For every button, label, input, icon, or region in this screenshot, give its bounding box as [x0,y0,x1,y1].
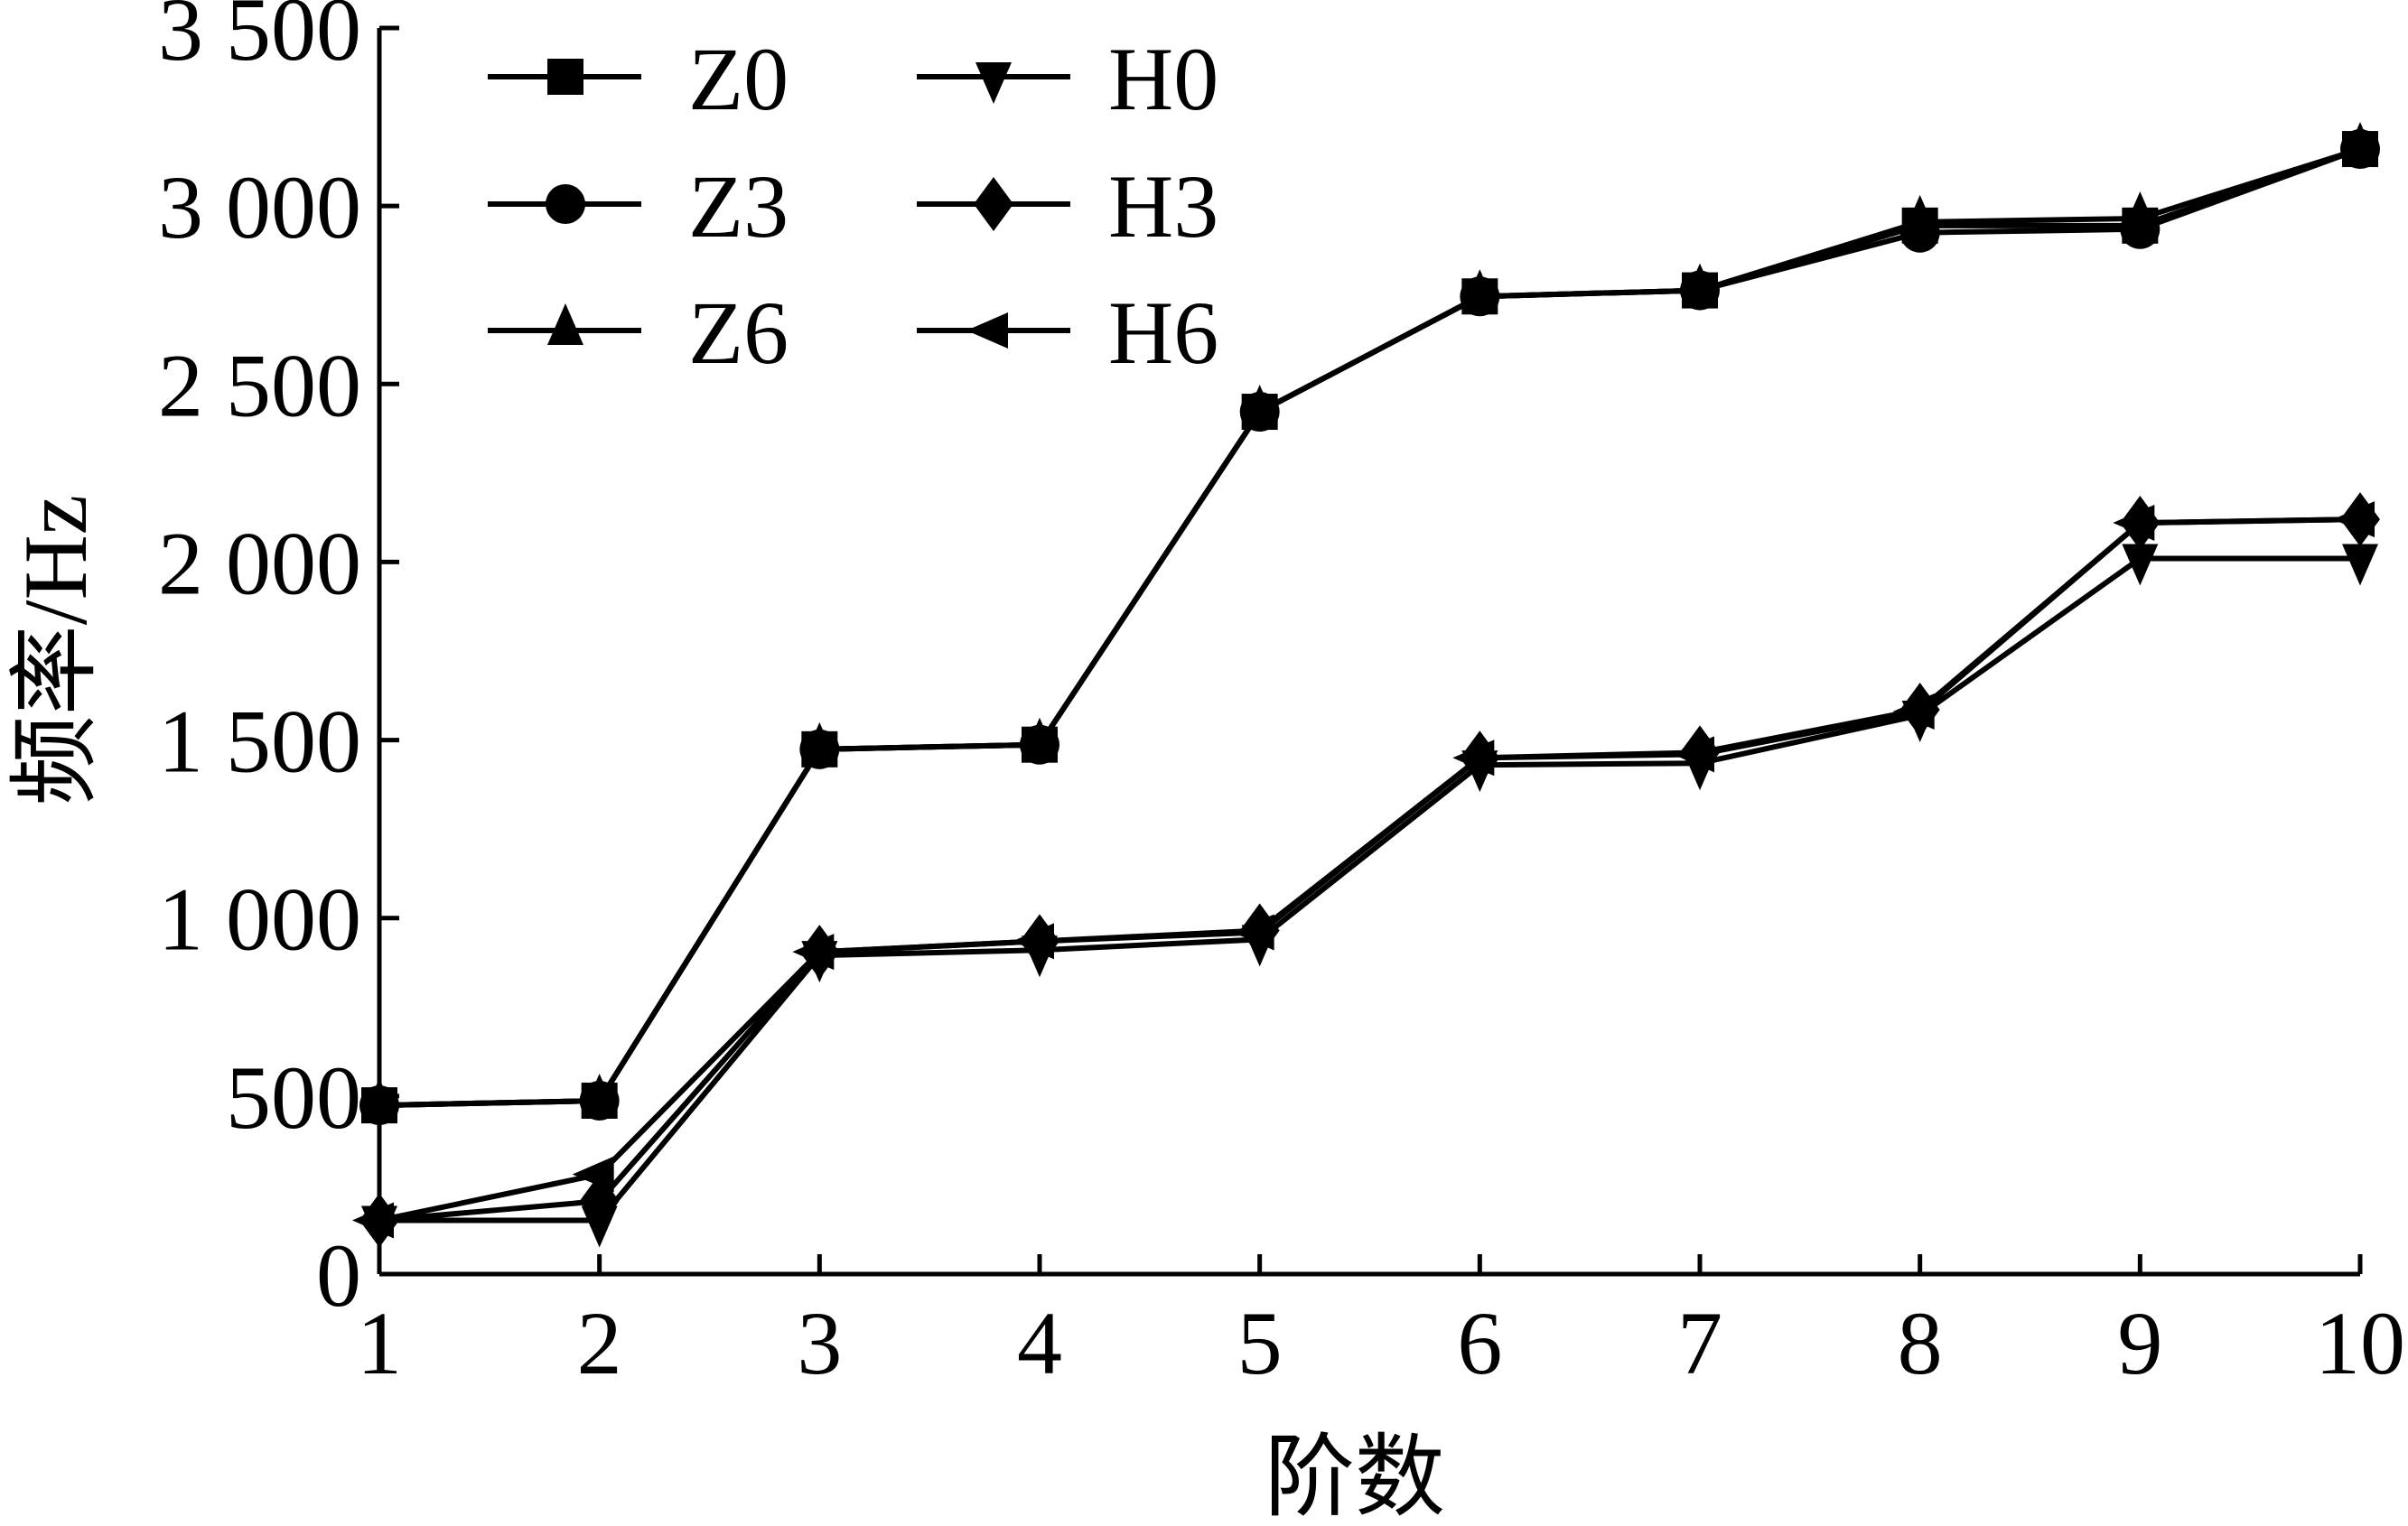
data-point-h0 [2342,544,2378,586]
y-tick-label: 2 000 [158,513,361,613]
x-tick-label: 4 [1017,1293,1062,1393]
legend: Z0 H0 Z3 H3 Z6 H6 [488,29,1218,383]
series-h0 [361,544,2378,1248]
legend-label: H3 [1108,156,1218,256]
legend-item-h6: H6 [917,283,1218,383]
y-tick-label: 2 500 [158,335,361,435]
data-point-z6 [581,1073,618,1115]
series-line-z3 [378,146,2362,1109]
data-point-z6 [1461,269,1498,312]
data-point-h6 [1232,914,1274,951]
legend-label: Z3 [688,156,789,256]
data-point-h6 [2113,505,2155,542]
y-tick-label: 500 [226,1047,361,1148]
data-point-z6 [1022,717,1058,759]
x-tick-label: 6 [1457,1293,1502,1393]
series-line-z6 [378,146,2361,1109]
legend-marker-square-icon [547,59,583,95]
x-axis-label: 阶数 [1265,1428,1445,1526]
data-point-z6 [1241,385,1278,427]
series-z3 [359,129,2380,1126]
data-point-h6 [352,1202,394,1239]
data-point-z6 [801,721,838,764]
legend-label: H6 [1108,283,1218,383]
legend-label: Z0 [688,29,789,129]
data-point-z6 [361,1078,397,1121]
y-axis-label: 频率/Hz [5,495,106,805]
axes: 0 500 1 000 1 500 2 000 2 500 3 000 3 500 1 2 3 4 5 6… [158,0,2405,1393]
legend-marker-diamond-icon [974,177,1013,231]
data-point-h6 [792,934,835,971]
series-line-z0 [378,146,2361,1109]
x-tick-label: 8 [1898,1293,1943,1393]
data-point-h6 [572,1156,614,1193]
legend-marker-triangle-left-icon [966,312,1008,349]
x-tick-label: 2 [577,1293,622,1393]
x-tick-label: 5 [1237,1293,1283,1393]
legend-label: H0 [1108,29,1218,129]
series-z0 [361,131,2378,1124]
legend-marker-circle-icon [546,184,585,224]
legend-item-h0: H0 [917,29,1218,129]
y-tick-label: 3 500 [158,0,361,79]
y-tick-label: 1 500 [158,692,361,792]
legend-item-z0: Z0 [488,29,789,129]
data-point-h0 [2122,544,2159,586]
data-point-z6 [1901,194,1938,237]
data-point-h6 [1452,740,1495,777]
series-h6 [352,501,2375,1239]
legend-item-z3: Z3 [488,156,789,256]
x-tick-label: 9 [2117,1293,2162,1393]
series-z6 [361,122,2378,1121]
legend-marker-triangle-up-icon [547,303,583,345]
data-point-h6 [1013,923,1054,960]
data-point-h6 [1673,736,1714,773]
y-tick-label: 0 [316,1225,361,1326]
y-tick-label: 3 000 [158,157,361,257]
x-tick-label: 10 [2315,1293,2405,1393]
series-line-h0 [379,555,2360,1224]
data-point-h6 [2333,501,2375,538]
series-line-h6 [378,516,2361,1224]
x-tick-label: 3 [797,1293,842,1393]
data-point-h6 [1892,693,1935,730]
data-point-z6 [2342,122,2378,164]
legend-marker-triangle-down-icon [975,62,1012,104]
data-point-z6 [2122,191,2159,233]
data-point-z6 [1682,263,1718,305]
y-tick-label: 1 000 [158,870,361,970]
x-tick-label: 7 [1677,1293,1722,1393]
legend-item-h3: H3 [917,156,1218,256]
series-group [352,122,2380,1248]
x-tick-label: 1 [357,1293,402,1393]
legend-label: Z6 [688,283,789,383]
legend-item-z6: Z6 [488,283,789,383]
series-line-h3 [378,516,2361,1224]
